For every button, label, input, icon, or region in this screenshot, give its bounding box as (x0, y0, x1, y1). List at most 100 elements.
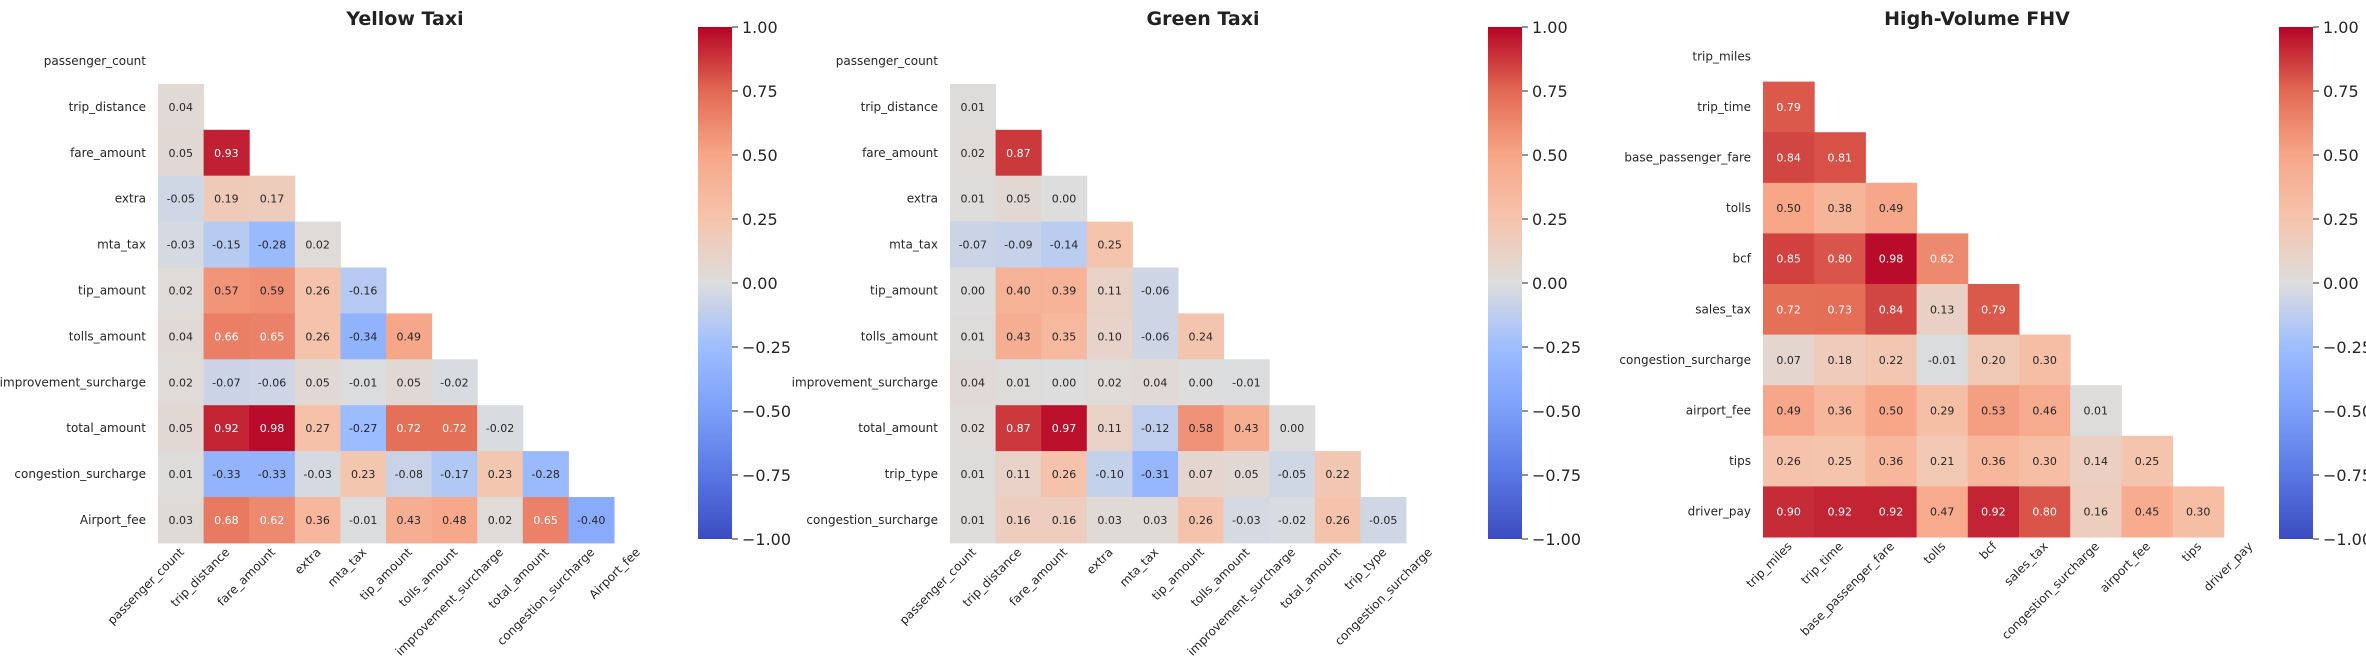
heatmap-cell (1269, 405, 1316, 452)
cell-value-label: -0.01 (349, 514, 377, 527)
column-tick-label: passenger_count (105, 545, 187, 627)
row-tick-label: driver_pay (1688, 505, 1751, 519)
column-tick-label: driver_pay (2201, 539, 2256, 594)
cell-value-label: 0.02 (961, 422, 986, 435)
heatmap-cell (158, 83, 205, 131)
cell-value-label: -0.34 (349, 330, 377, 343)
colorbar-tick-label: 0.00 (1532, 274, 1568, 293)
row-tick-label: airport_fee (1686, 404, 1751, 418)
cell-value-label: 0.02 (169, 284, 194, 297)
heatmap-cell (1041, 497, 1088, 544)
cell-value-label: 0.16 (2084, 506, 2109, 519)
heatmap-cell (1223, 405, 1270, 452)
row-tick-label: trip_time (1697, 100, 1751, 114)
cell-value-label: -0.07 (212, 376, 240, 389)
heatmap-cell (340, 313, 387, 360)
chart-title: High-Volume FHV (1884, 8, 2070, 30)
cell-value-label: 0.02 (1097, 376, 1122, 389)
cell-value-label: -0.03 (1232, 514, 1260, 527)
heatmap-cell (1865, 284, 1918, 336)
heatmap-cell (950, 175, 997, 223)
heatmap-cell (950, 221, 997, 268)
cell-value-label: 0.43 (1006, 330, 1031, 343)
heatmap-cell (1916, 233, 1969, 285)
heatmap-cell (1086, 313, 1133, 360)
heatmap-cell (431, 359, 478, 406)
cell-value-label: 0.26 (1052, 468, 1077, 481)
cell-value-label: 0.72 (397, 422, 422, 435)
heatmap-cell (1086, 497, 1133, 544)
heatmap-cell (1763, 385, 1815, 437)
heatmap-cell (2019, 486, 2071, 538)
cell-value-label: -0.15 (212, 239, 240, 252)
heatmap-cell (386, 359, 433, 406)
heatmap-cell (1967, 334, 2020, 386)
colorbar-tick-label: 1.00 (2323, 18, 2359, 37)
column-tick-label: tips (2179, 539, 2204, 564)
cell-value-label: -0.09 (1004, 239, 1032, 252)
cell-value-label: 0.22 (1325, 468, 1350, 481)
heatmap-cell (203, 497, 250, 544)
cell-value-label: -0.12 (1141, 422, 1169, 435)
heatmap-cell (1041, 405, 1088, 452)
heatmap-cell (950, 451, 997, 498)
heatmap-cell (1763, 132, 1815, 184)
heatmap-cell (294, 267, 341, 314)
colorbar-tick-label: −0.50 (1532, 402, 1581, 421)
cell-value-label: 0.18 (1828, 354, 1853, 367)
heatmap-cell (249, 405, 296, 452)
cell-value-label: 0.30 (2186, 506, 2211, 519)
cell-value-label: 0.01 (961, 101, 986, 114)
heatmap-cell (1814, 182, 1866, 234)
heatmap-cell (294, 405, 341, 452)
heatmap-cell (2019, 334, 2071, 386)
cell-value-label: -0.17 (440, 468, 468, 481)
heatmap-cell (1041, 175, 1088, 223)
heatmap-cell (995, 221, 1042, 268)
cell-value-label: 0.23 (351, 468, 376, 481)
cell-value-label: -0.02 (1278, 514, 1306, 527)
colorbar-tick-label: 1.00 (742, 18, 778, 37)
heatmap-cell (431, 405, 478, 452)
cell-value-label: 0.72 (1776, 303, 1801, 316)
column-tick-label: airport_fee (2097, 539, 2153, 595)
cell-value-label: 0.05 (1234, 468, 1259, 481)
cell-value-label: 0.62 (1930, 253, 1955, 266)
heatmap-cell (1916, 284, 1969, 336)
heatmap-cell (431, 497, 478, 544)
heatmap-cell (2019, 435, 2071, 487)
cell-value-label: 0.02 (305, 239, 330, 252)
cell-value-label: 0.01 (961, 468, 986, 481)
column-tick-label: trip_miles (1743, 539, 1794, 590)
heatmap-cell (1086, 221, 1133, 268)
row-tick-label: tip_amount (78, 283, 146, 297)
colorbar-tick-label: 0.00 (742, 274, 778, 293)
row-tick-label: mta_tax (97, 238, 146, 252)
heatmap-cell (294, 451, 341, 498)
cell-value-label: 0.68 (214, 514, 239, 527)
cell-value-label: 0.02 (488, 514, 513, 527)
column-tick-label: extra (292, 545, 324, 577)
heatmap-cell (203, 267, 250, 314)
colorbar-tick-label: 0.25 (742, 210, 778, 229)
cell-value-label: 0.22 (1879, 354, 1904, 367)
heatmap-cell (1086, 267, 1133, 314)
heatmap-cell (340, 267, 387, 314)
cell-value-label: 0.01 (961, 193, 986, 206)
heatmap-cell (1314, 451, 1361, 498)
cell-value-label: 0.84 (1879, 303, 1904, 316)
cell-value-label: 0.36 (1879, 455, 1904, 468)
cell-value-label: 0.05 (1006, 193, 1031, 206)
heatmap-cell (1967, 486, 2020, 538)
colorbar-tick-label: −0.75 (742, 466, 791, 485)
heatmap-cell (1814, 284, 1866, 336)
heatmap-cell (1132, 313, 1179, 360)
cell-value-label: 0.38 (1828, 202, 1853, 215)
heatmap-cell (477, 497, 524, 544)
heatmap-cell (2121, 435, 2174, 487)
cell-value-label: 0.23 (488, 468, 513, 481)
cell-value-label: 0.66 (214, 330, 239, 343)
cell-value-label: -0.03 (167, 239, 195, 252)
heatmap-cell (1178, 405, 1225, 452)
